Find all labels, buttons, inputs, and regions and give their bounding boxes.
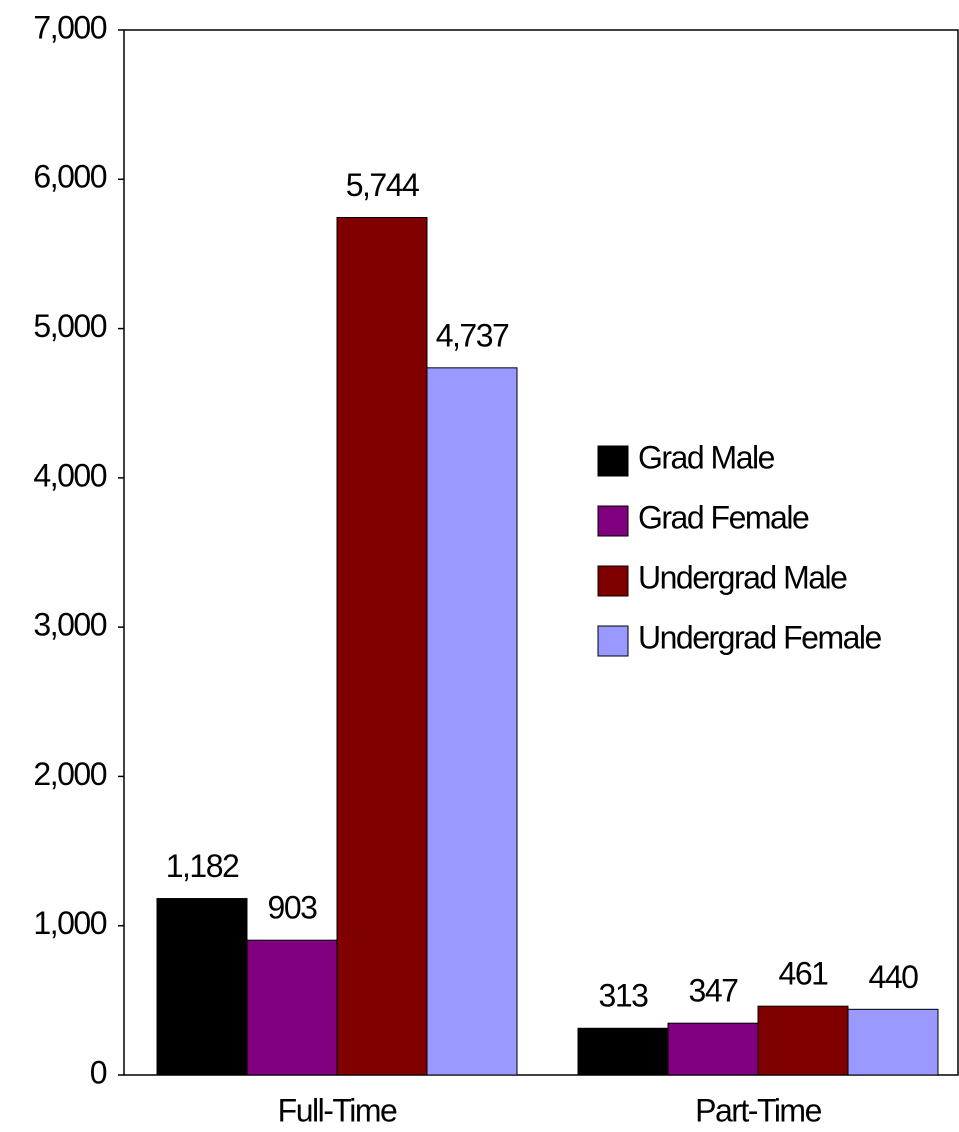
bar	[156, 898, 248, 1076]
value-label: 4,737	[436, 317, 509, 353]
bar	[426, 367, 518, 1076]
y-tick-label: 7,000	[33, 9, 106, 45]
y-tick-label: 2,000	[33, 756, 106, 792]
y-tick-label: 3,000	[33, 607, 106, 643]
legend-label: Undergrad Male	[638, 559, 847, 595]
legend-label: Grad Male	[638, 439, 775, 475]
value-label: 903	[268, 890, 318, 926]
bar	[757, 1005, 849, 1076]
value-label: 461	[779, 956, 829, 992]
bar	[847, 1008, 939, 1076]
y-tick-label: 1,000	[33, 905, 106, 941]
x-tick-label: Part-Time	[695, 1092, 821, 1128]
plot-frame	[123, 29, 959, 1076]
bar	[667, 1022, 759, 1076]
legend-swatch	[597, 505, 629, 537]
y-tick-label: 4,000	[33, 457, 106, 493]
value-label: 5,744	[346, 167, 419, 203]
legend-swatch	[597, 445, 629, 477]
value-label: 347	[689, 973, 739, 1009]
bar	[246, 939, 338, 1076]
legend-swatch	[597, 565, 629, 597]
value-label: 1,182	[166, 848, 239, 884]
x-tick-label: Full-Time	[278, 1092, 397, 1128]
y-tick-label: 0	[90, 1054, 107, 1090]
legend-label: Undergrad Female	[638, 619, 882, 655]
y-tick-label: 5,000	[33, 308, 106, 344]
value-label: 440	[869, 959, 919, 995]
legend-swatch	[597, 625, 629, 657]
y-tick-label: 6,000	[33, 159, 106, 195]
bar	[336, 217, 428, 1076]
bar	[577, 1027, 669, 1076]
value-label: 313	[599, 978, 649, 1014]
legend-label: Grad Female	[638, 499, 809, 535]
